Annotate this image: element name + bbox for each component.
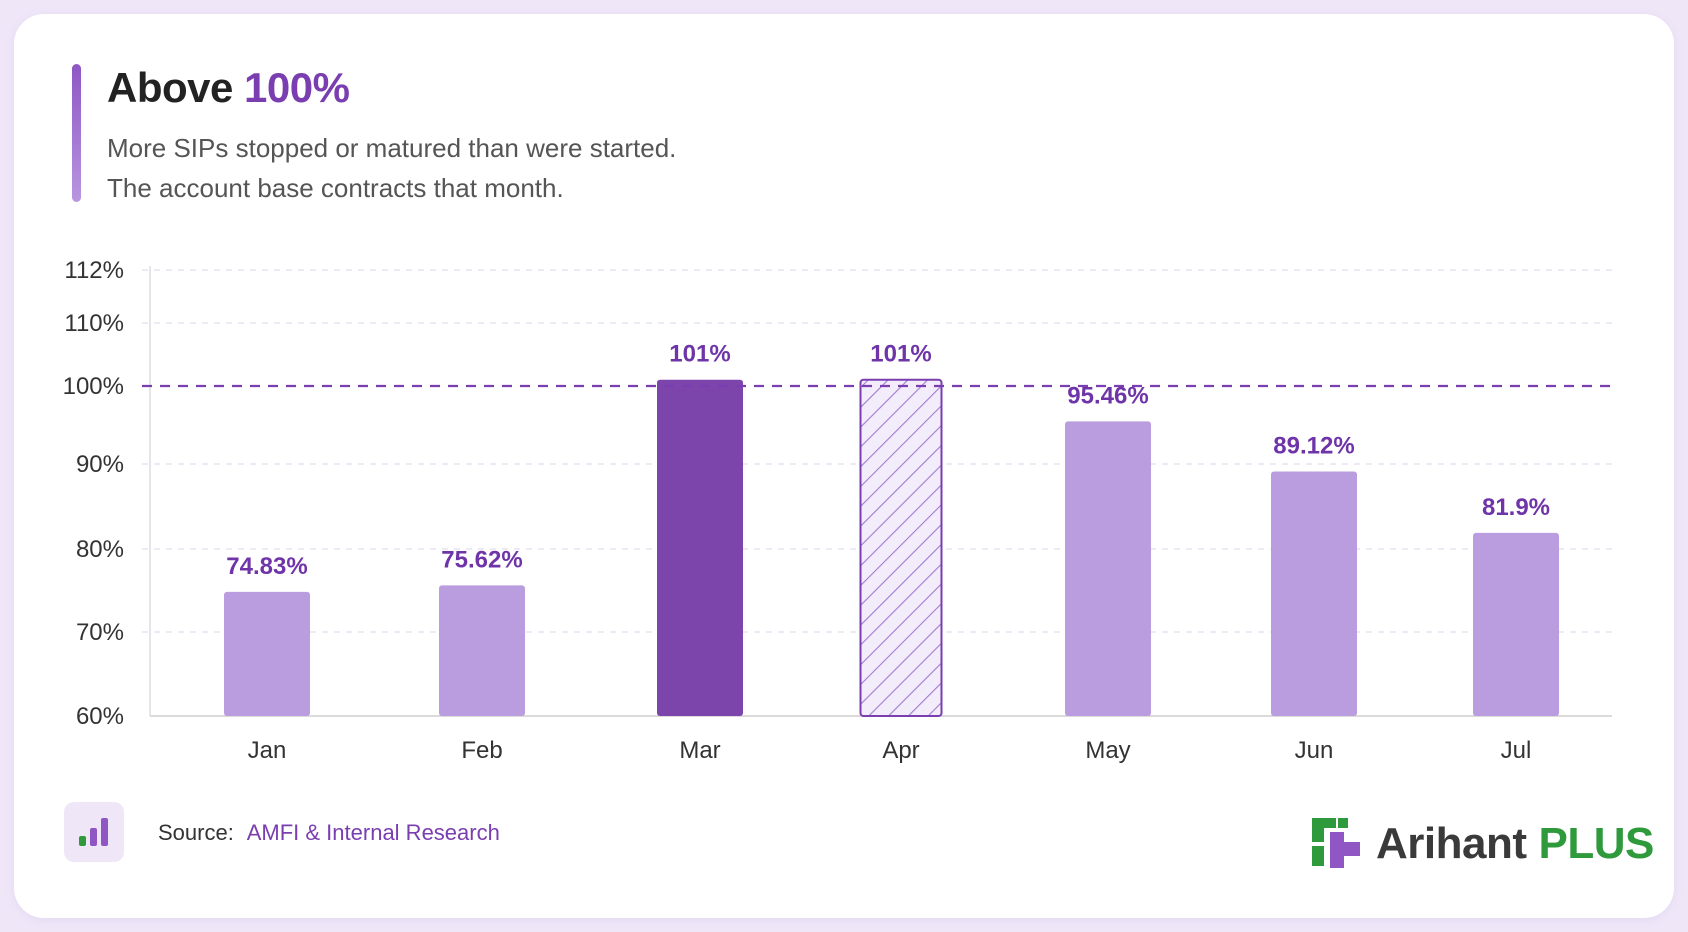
title-prefix: Above [107,64,233,111]
bar-jun [1271,471,1357,716]
brand-plus: PLUS [1538,819,1655,868]
x-tick-label: Mar [679,737,720,764]
data-label: 95.46% [1067,382,1148,409]
title-highlight: 100% [244,64,350,111]
brand-logo: Arihant PLUS [1308,816,1654,872]
chart-card [14,14,1674,918]
data-label: 101% [669,341,730,368]
x-tick-label: Jan [248,737,287,764]
bar-jul [1473,532,1559,716]
chart-subtitle: More SIPs stopped or matured than were s… [107,128,676,208]
bar-feb [439,585,525,716]
bar-mar [657,379,743,716]
chart-title: Above 100% [107,64,350,112]
source-value: AMFI & Internal Research [246,820,500,845]
x-tick-label: Jul [1501,737,1532,764]
y-tick-label: 80% [76,536,124,563]
title-accent-bar [72,64,81,202]
y-tick-label: 100% [63,373,124,400]
data-label: 74.83% [226,553,307,580]
y-tick-label: 70% [76,619,124,646]
subtitle-line-1: More SIPs stopped or matured than were s… [107,133,677,163]
x-tick-label: May [1085,737,1130,764]
subtitle-line-2: The account base contracts that month. [107,173,564,203]
x-tick-label: Apr [882,737,919,764]
data-label: 75.62% [441,546,522,573]
y-tick-label: 90% [76,451,124,478]
y-tick-label: 60% [76,703,124,730]
data-label: 89.12% [1273,432,1354,459]
data-label: 81.9% [1482,494,1550,521]
data-label: 101% [870,341,931,368]
y-tick-label: 110% [64,310,124,337]
bar-chart-icon [64,802,124,862]
bar-jan [224,591,310,716]
source-label: Source: [158,820,234,845]
source-note: Source: AMFI & Internal Research [158,820,500,846]
y-tick-label: 112% [64,257,124,284]
arihant-logo-icon [1308,814,1364,875]
brand-name: Arihant [1376,819,1527,868]
x-tick-label: Feb [461,737,502,764]
bars [224,378,1559,717]
bar-apr [859,378,943,717]
x-tick-label: Jun [1295,737,1334,764]
bar-may [1065,421,1151,716]
labels: 60% 70% 80% 90% 100% 110% 112% 74.83% Jan 75.62% F… [63,257,1550,764]
